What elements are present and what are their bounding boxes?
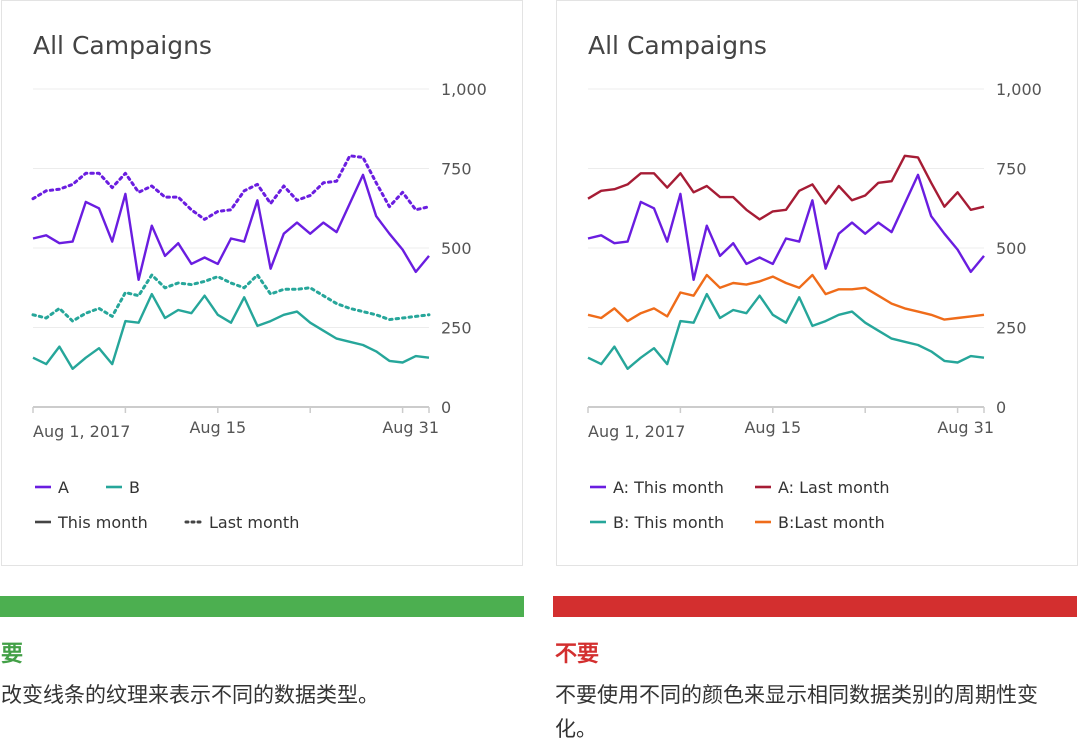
legend-label: This month <box>57 513 148 532</box>
y-tick-label: 250 <box>441 319 472 338</box>
legend-label: B: This month <box>613 513 724 532</box>
y-tick-label: 250 <box>996 319 1027 338</box>
dont-description: 不要使用不同的颜色来显示相同数据类别的周期性变化。 <box>555 683 1038 741</box>
series-line <box>32 173 430 281</box>
chart-card-left: All Campaigns 0 250 500 750 1,000 Aug 1, 2017… <box>1 0 523 566</box>
legend-label: A <box>58 478 69 497</box>
dont-label: 不要 <box>555 642 600 667</box>
chart-card-right: All Campaigns 0 250 500 750 1,000 Aug 1, 2017… <box>556 0 1078 566</box>
do-description: 改变线条的纹理来表示不同的数据类型。 <box>1 683 379 707</box>
series-line <box>31 154 431 221</box>
series-line <box>587 173 985 281</box>
dont-indicator-bar <box>553 596 1077 617</box>
series-line <box>587 273 985 323</box>
x-tick-label: Aug 1, 2017 <box>33 422 130 441</box>
legend-label: B:Last month <box>778 513 885 532</box>
series-line <box>587 292 985 370</box>
chart-right: 0 250 500 750 1,000 Aug 1, 2017 Aug 15 Aug 31 A:… <box>587 80 1042 532</box>
chart-title: All Campaigns <box>588 31 767 60</box>
chart-title: All Campaigns <box>33 31 212 60</box>
legend-label: A: This month <box>613 478 724 497</box>
y-tick-label: 500 <box>996 239 1027 258</box>
y-tick-label: 1,000 <box>996 80 1042 99</box>
y-tick-label: 1,000 <box>441 80 487 99</box>
y-tick-label: 750 <box>441 160 472 179</box>
chart-left: 0 250 500 750 1,000 Aug 1, 2017 Aug 15 Aug 31 A B… <box>31 80 487 532</box>
y-tick-label: 0 <box>441 398 451 417</box>
do-indicator-bar <box>0 596 524 617</box>
y-tick-label: 500 <box>441 239 472 258</box>
series-line <box>31 273 431 323</box>
series-line <box>32 292 430 370</box>
legend-label: A: Last month <box>778 478 889 497</box>
do-label: 要 <box>1 642 24 667</box>
legend-label: Last month <box>209 513 299 532</box>
x-tick-label: Aug 31 <box>382 418 439 437</box>
x-tick-label: Aug 15 <box>189 418 246 437</box>
x-tick-label: Aug 31 <box>937 418 994 437</box>
legend-label: B <box>129 478 140 497</box>
y-tick-label: 0 <box>996 398 1006 417</box>
x-tick-label: Aug 1, 2017 <box>588 422 685 441</box>
y-tick-label: 750 <box>996 160 1027 179</box>
x-tick-label: Aug 15 <box>744 418 801 437</box>
series-line <box>587 154 985 221</box>
